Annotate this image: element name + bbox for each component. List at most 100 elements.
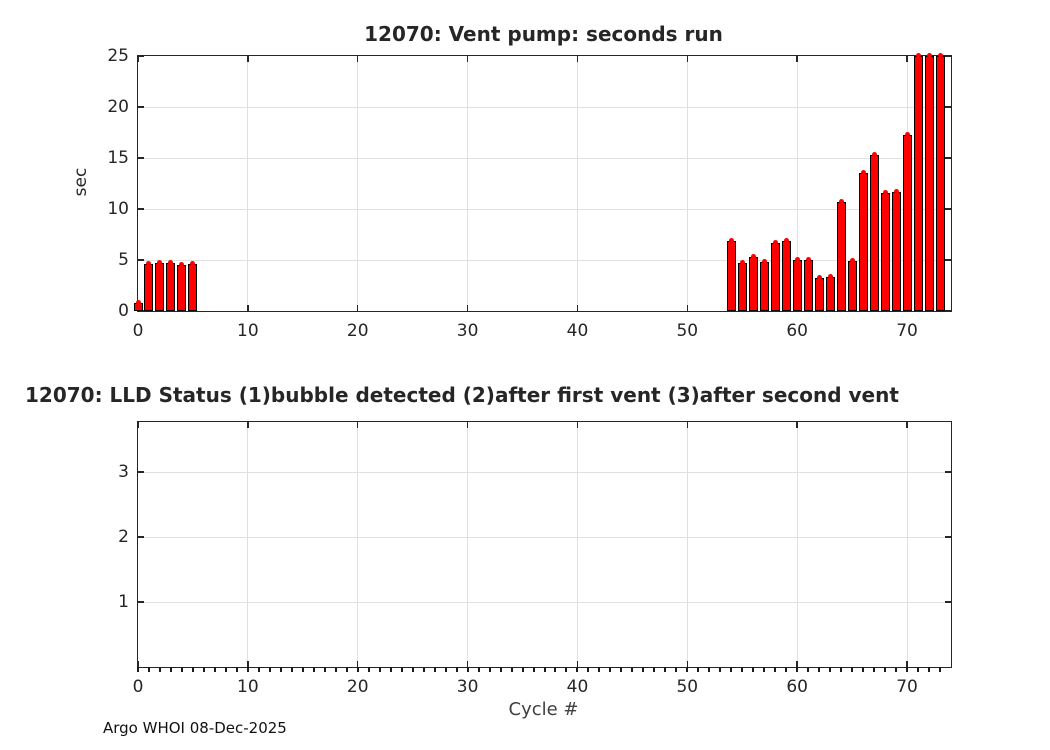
- y-tick-label: 0: [118, 301, 129, 321]
- y-tick-mark: [138, 471, 144, 473]
- status-zero-marker: [587, 667, 590, 672]
- bar-top-marker: [937, 53, 943, 58]
- x-tick-mark: [796, 422, 798, 428]
- gridline: [796, 422, 798, 667]
- x-tick-mark: [356, 305, 359, 311]
- status-zero-marker: [422, 667, 425, 672]
- bar-top-marker: [772, 239, 778, 245]
- x-tick-mark: [247, 56, 249, 62]
- bar-top-marker: [179, 262, 185, 268]
- bar: [803, 260, 813, 311]
- status-zero-marker: [796, 667, 799, 672]
- vent-pump-chart: 0 10 20 30 40 50 60 70 0 5 10 15 20 25: [107, 46, 952, 341]
- x-tick-mark: [247, 305, 249, 311]
- bar: [924, 56, 934, 311]
- y-tick-mark: [945, 157, 951, 159]
- bar-top-marker: [794, 257, 800, 262]
- status-zero-marker: [202, 667, 205, 672]
- gridline: [906, 422, 908, 667]
- lld-status-chart: 0 10 20 30 40 50 60 70 1 2 3: [118, 421, 952, 697]
- bar: [858, 173, 868, 311]
- gridline: [138, 536, 951, 538]
- x-tick-mark: [906, 422, 908, 428]
- x-tick-mark: [686, 422, 689, 428]
- status-zero-marker: [565, 667, 568, 672]
- gridline: [247, 422, 249, 667]
- status-zero-marker: [257, 667, 260, 672]
- gridline: [357, 422, 359, 667]
- gridline: [686, 422, 688, 667]
- gridline: [796, 56, 798, 311]
- status-zero-marker: [268, 667, 271, 672]
- y-tick-mark: [138, 55, 144, 57]
- bar-top-marker: [728, 237, 734, 243]
- status-zero-marker: [576, 667, 579, 672]
- y-tick-label: 15: [107, 148, 129, 168]
- status-zero-marker: [939, 667, 941, 672]
- bar: [155, 263, 165, 311]
- status-zero-marker: [873, 667, 876, 672]
- bar-top-marker: [190, 261, 196, 267]
- status-zero-marker: [840, 667, 843, 672]
- x-tick-label: 0: [132, 321, 144, 341]
- x-tick-mark: [906, 661, 908, 667]
- bar: [144, 264, 154, 311]
- status-zero-marker: [345, 667, 348, 672]
- status-zero-marker: [488, 667, 491, 672]
- bar-top-marker: [816, 275, 822, 281]
- status-zero-marker: [664, 667, 667, 672]
- status-zero-marker: [499, 667, 502, 672]
- status-zero-marker: [917, 667, 920, 672]
- status-zero-marker: [433, 667, 436, 672]
- bar-top-marker: [871, 151, 877, 157]
- bar-top-marker: [739, 260, 745, 266]
- bar-top-marker: [135, 299, 141, 305]
- gridline: [467, 56, 469, 311]
- bar-top-marker: [805, 257, 811, 262]
- bar: [880, 192, 890, 311]
- status-zero-marker: [543, 667, 546, 672]
- x-tick-label: 70: [896, 321, 918, 341]
- x-tick-label: 30: [456, 677, 479, 697]
- x-tick-label: 50: [676, 321, 699, 341]
- status-zero-marker: [312, 667, 315, 672]
- y-tick-label: 3: [118, 462, 129, 483]
- status-zero-marker: [730, 667, 733, 672]
- bar: [726, 240, 736, 311]
- bar: [792, 260, 802, 311]
- status-zero-marker: [653, 667, 656, 672]
- status-zero-marker: [378, 667, 381, 672]
- gridline: [247, 56, 249, 311]
- gridline: [138, 106, 951, 108]
- bar-top-marker: [838, 198, 844, 204]
- status-zero-marker: [180, 667, 183, 672]
- y-tick-mark: [138, 259, 144, 261]
- status-zero-marker: [137, 667, 139, 672]
- bar-top-marker: [761, 259, 767, 265]
- status-zero-marker: [829, 667, 832, 672]
- x-tick-mark: [137, 422, 139, 428]
- status-zero-marker: [785, 667, 788, 672]
- status-zero-marker: [246, 667, 249, 672]
- status-zero-marker: [367, 667, 370, 672]
- status-zero-marker: [642, 667, 645, 672]
- bar-top-marker: [783, 237, 789, 243]
- bar-top-marker: [904, 131, 910, 137]
- bar-top-marker: [860, 170, 866, 176]
- y-tick-mark: [945, 310, 951, 312]
- bar-top-marker: [168, 260, 174, 266]
- bar-top-marker: [893, 188, 899, 194]
- y-tick-label: 1: [118, 592, 129, 612]
- x-tick-label: 40: [566, 321, 589, 341]
- status-zero-marker: [752, 667, 755, 672]
- status-zero-marker: [191, 667, 194, 672]
- x-tick-label: 60: [786, 677, 808, 697]
- y-tick-mark: [945, 208, 951, 210]
- bar: [836, 201, 846, 311]
- y-tick-mark: [138, 106, 144, 108]
- status-zero-marker: [686, 667, 689, 672]
- y-tick-label: 2: [118, 527, 129, 548]
- bar: [177, 265, 187, 311]
- lld-status-chart-title: 12070: LLD Status (1)bubble detected (2)…: [25, 383, 899, 407]
- status-zero-marker: [708, 667, 711, 672]
